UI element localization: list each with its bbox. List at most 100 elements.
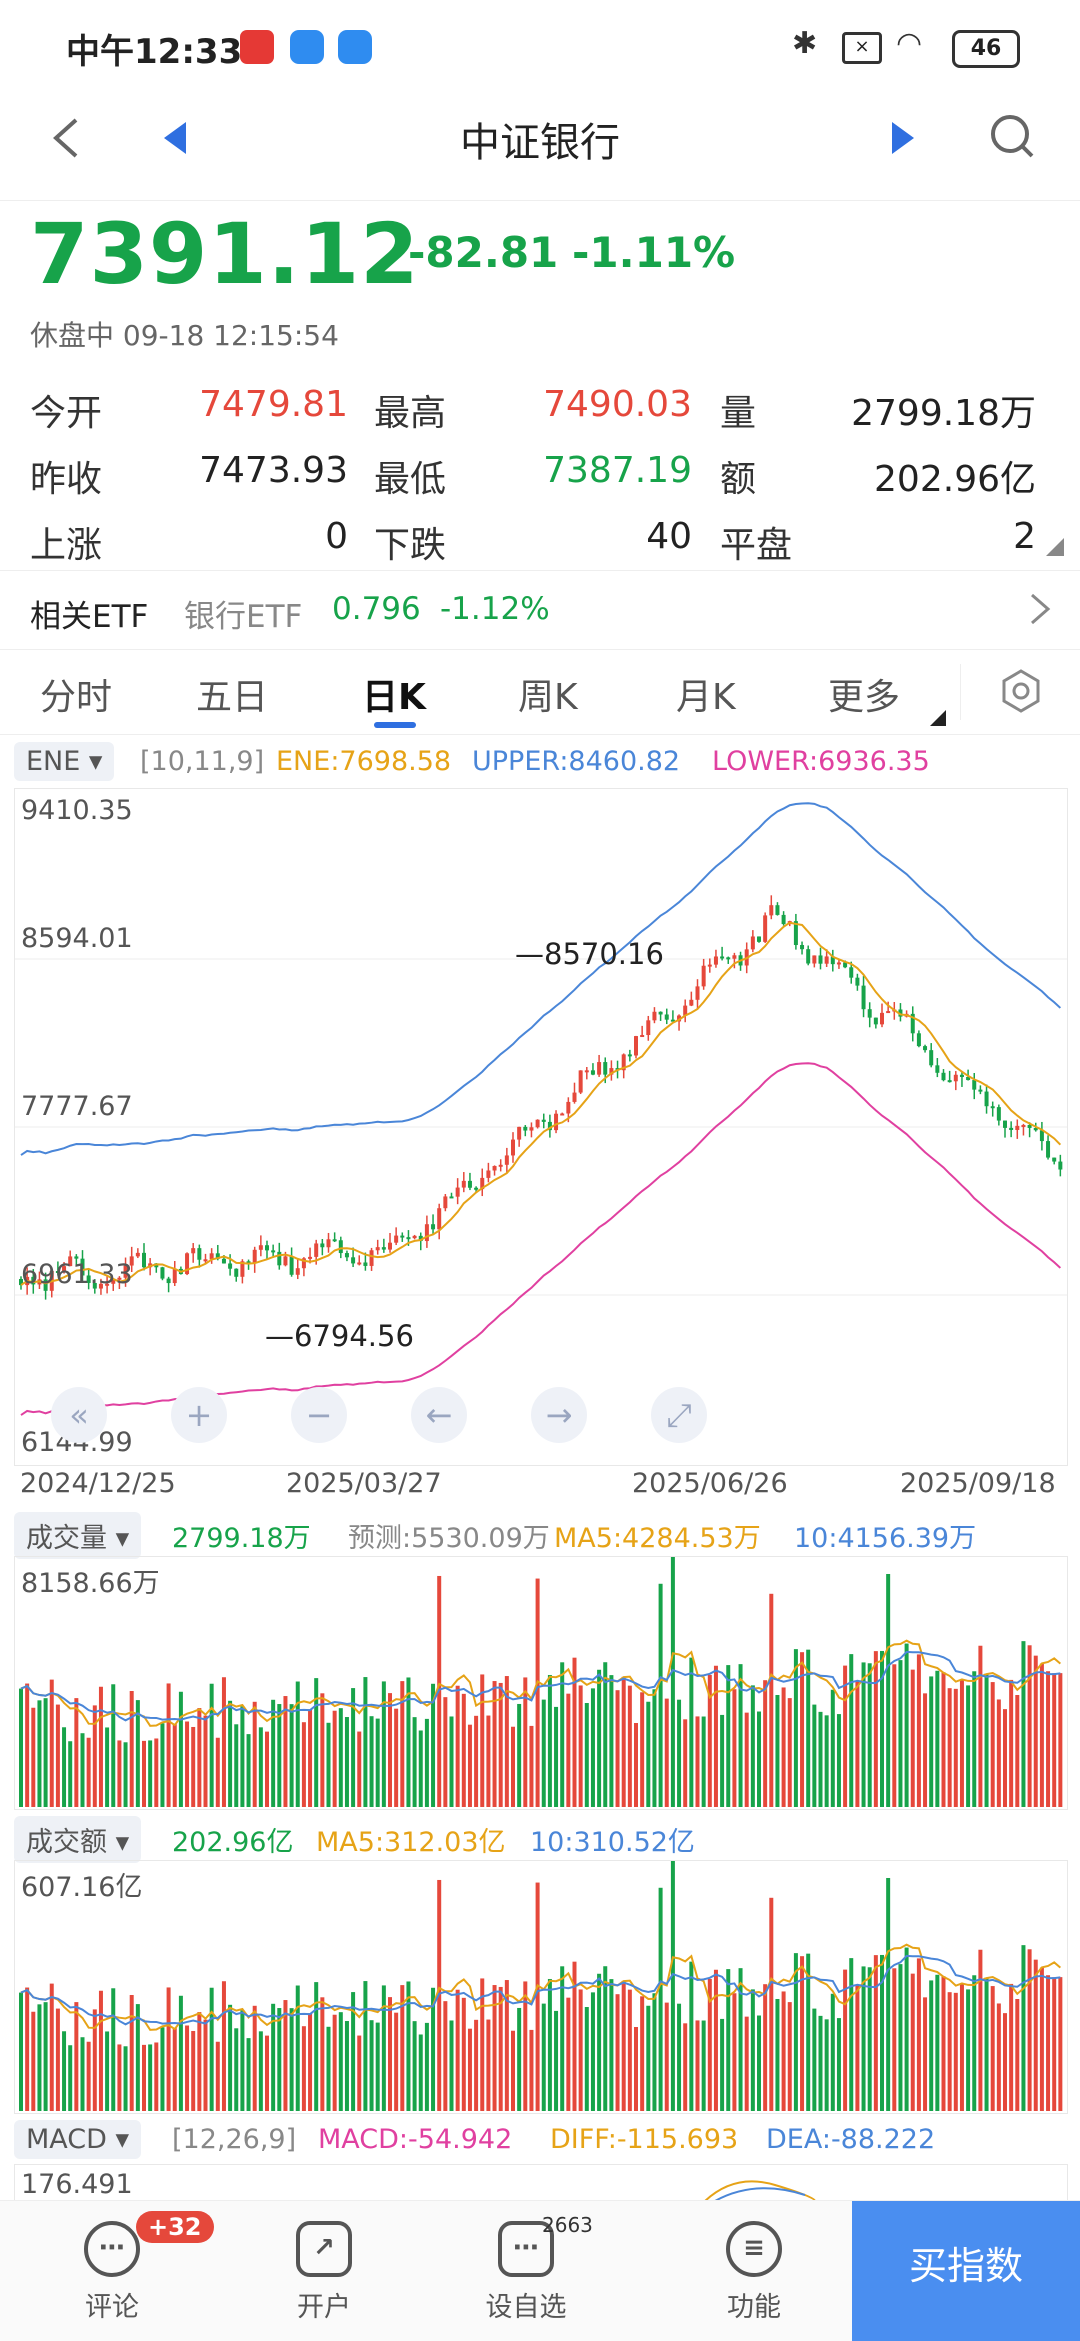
rewind-icon[interactable]: «	[51, 1387, 107, 1443]
candle-body	[584, 1070, 589, 1073]
indicator-selector-volume[interactable]: 成交量 ▾	[14, 1512, 142, 1559]
volume-bar	[357, 1731, 362, 1807]
volume-bar	[160, 1723, 165, 1807]
volume-bar	[953, 1992, 958, 2111]
volume-bar	[283, 2000, 288, 2111]
tab-five-day[interactable]: 五日	[196, 677, 269, 718]
volume-bar	[609, 1979, 614, 2111]
volume-bar	[486, 1715, 491, 1807]
volume-bar	[105, 2031, 110, 2111]
zoom-out-icon[interactable]: −	[291, 1387, 347, 1443]
back-icon[interactable]	[46, 114, 86, 164]
next-stock-icon[interactable]	[888, 118, 918, 158]
open-account-icon: ↗	[296, 2221, 352, 2277]
volume-bar	[1027, 1645, 1032, 1807]
volume-bar	[369, 1716, 374, 1807]
scroll-left-icon[interactable]: ←	[411, 1387, 467, 1443]
candle-body	[720, 956, 725, 959]
prev-close-label: 昨收	[30, 459, 103, 500]
expand-corner-icon[interactable]	[1046, 538, 1064, 556]
volume-bar	[504, 1676, 509, 1807]
indicator-selector-amount[interactable]: 成交额 ▾	[14, 1816, 142, 1863]
volume-bar	[344, 2021, 349, 2111]
volume-bar	[947, 1688, 952, 1807]
volume-bar	[431, 1683, 436, 1807]
add-watchlist-button[interactable]: ⋯ 设自选	[456, 2221, 596, 2324]
indicator-selector-macd[interactable]: MACD ▾	[14, 2120, 142, 2159]
open-value: 7479.81	[199, 384, 348, 425]
volume-bar	[898, 1964, 903, 2111]
open-account-button[interactable]: ↗ 开户	[254, 2221, 394, 2324]
volume-bar	[19, 1992, 23, 2111]
buy-index-button[interactable]: 买指数	[852, 2201, 1080, 2341]
volume-bar	[818, 1711, 823, 1807]
volume-bar	[800, 1652, 805, 1807]
tab-weekly-k[interactable]: 周K	[518, 677, 578, 718]
volume-bar	[394, 1708, 399, 1807]
candle-body	[68, 1256, 73, 1267]
volume-chart[interactable]: 8158.66万	[14, 1556, 1068, 1810]
volume-bar	[80, 2037, 85, 2111]
volume-bar	[418, 1730, 423, 1807]
ma10-line	[20, 1954, 1061, 2026]
volume-bar	[1033, 1655, 1038, 1807]
volume-bar	[677, 1699, 682, 1807]
volume-bar	[652, 1993, 657, 2111]
volume-bar	[886, 1877, 891, 2111]
volume-bar	[1027, 1949, 1032, 2111]
indicator-selector-ene[interactable]: ENE ▾	[14, 742, 115, 781]
amount-chart[interactable]: 607.16亿	[14, 1860, 1068, 2114]
volume-bar	[898, 1660, 903, 1807]
fullscreen-icon[interactable]: ⤢	[651, 1387, 707, 1443]
volume-bar	[332, 2014, 337, 2111]
volume-bar	[1009, 1679, 1014, 1807]
battery-icon: 46	[952, 30, 1020, 68]
volume-bar	[880, 1954, 884, 2111]
chart-settings-icon[interactable]	[998, 668, 1044, 714]
candle-body	[683, 1005, 688, 1016]
volume-bar	[929, 1980, 934, 2111]
volume-bar	[554, 2010, 559, 2111]
candle-body	[357, 1262, 362, 1265]
tab-daily-k[interactable]: 日K	[362, 677, 426, 718]
kline-chart[interactable]: 9410.35 8594.01 7777.67 6961.33 6144.99 …	[14, 788, 1068, 1466]
candle-body	[953, 1074, 958, 1082]
zoom-in-icon[interactable]: +	[171, 1387, 227, 1443]
functions-button[interactable]: ≡ 功能	[684, 2221, 824, 2324]
candle-body	[800, 945, 805, 950]
volume-bar	[800, 1956, 805, 2111]
related-etf-row[interactable]: 相关ETF 银行ETF 0.796 -1.12%	[0, 570, 1080, 650]
candle-body	[215, 1253, 220, 1259]
volume-bar	[1009, 1983, 1014, 2111]
volume-bar	[830, 1689, 835, 1807]
volume-bar	[197, 2012, 202, 2111]
candle-body	[240, 1261, 245, 1277]
macd-chart[interactable]: 176.491	[14, 2164, 1068, 2205]
tab-more[interactable]: 更多	[828, 677, 901, 718]
candle-body	[855, 977, 860, 986]
candle-body	[1009, 1127, 1014, 1130]
previous-stock-icon[interactable]	[160, 118, 190, 158]
volume-bar	[246, 2038, 251, 2111]
y-axis-label: 9410.35	[21, 795, 133, 826]
volume-bar	[793, 1649, 798, 1807]
volume-bar	[363, 1677, 368, 1807]
candle-body	[437, 1208, 442, 1230]
candle-body	[873, 1017, 878, 1025]
volume-bar	[271, 2003, 276, 2111]
candle-body	[344, 1253, 349, 1258]
tab-intraday[interactable]: 分时	[40, 677, 113, 718]
volume-bar	[1046, 1975, 1051, 2111]
comment-button[interactable]: ⋯ 评论	[42, 2221, 182, 2324]
sim-off-icon: ×	[842, 32, 882, 64]
volume-bar	[707, 1978, 712, 2111]
volume-bar	[757, 1711, 761, 1807]
volume-bar	[916, 1958, 921, 2111]
tab-monthly-k[interactable]: 月K	[676, 677, 736, 718]
dropdown-corner-icon	[930, 710, 946, 726]
volume-bar	[234, 1724, 239, 1807]
volume-bar	[910, 1669, 915, 1807]
search-icon[interactable]	[988, 112, 1038, 162]
scroll-right-icon[interactable]: →	[531, 1387, 587, 1443]
candle-body	[775, 905, 780, 915]
